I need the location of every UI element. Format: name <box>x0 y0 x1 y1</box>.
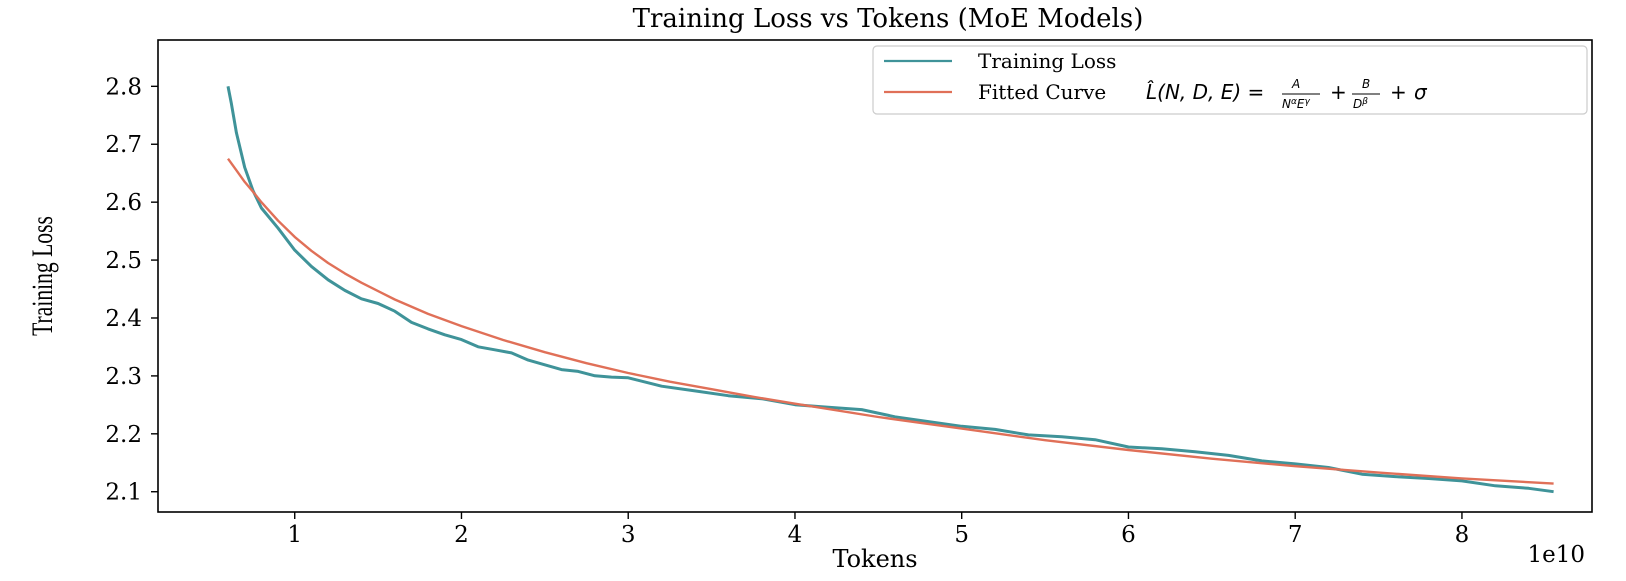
x-axis-scale-label: 1e10 <box>1527 542 1585 568</box>
y-tick-label: 2.3 <box>105 364 142 390</box>
series-line-fitted-curve <box>227 157 1554 485</box>
x-tick-label: 2 <box>454 522 469 548</box>
legend-label-fitted-curve-name: Fitted Curve <box>978 80 1106 104</box>
svg-text:+: + <box>1390 80 1407 104</box>
y-axis-ticks: 2.1 2.2 2.3 2.4 2.5 2.6 2.7 2.8 <box>105 74 158 506</box>
series-line-training-loss <box>226 86 1554 494</box>
legend-label-training-loss: Training Loss <box>978 49 1116 73</box>
x-tick-label: 5 <box>954 522 969 548</box>
x-axis-ticks: 1 2 3 4 5 6 7 8 <box>287 512 1469 548</box>
x-tick-label: 8 <box>1455 522 1470 548</box>
x-tick-label: 3 <box>621 522 636 548</box>
series-layer <box>226 86 1554 494</box>
x-tick-label: 1 <box>287 522 302 548</box>
fitted-curve-formula: L̂(N, D, E) = A NαEγ + B Dβ + σ <box>1146 77 1428 111</box>
y-tick-label: 2.8 <box>105 74 142 100</box>
y-tick-label: 2.6 <box>105 190 142 216</box>
legend-box <box>872 45 1588 115</box>
svg-text:+: + <box>1330 80 1347 104</box>
svg-text:σ: σ <box>1414 80 1428 104</box>
y-tick-label: 2.2 <box>105 422 142 448</box>
x-tick-label: 4 <box>788 522 803 548</box>
legend: Training Loss Fitted Curve L̂(N, D, E) =… <box>872 45 1588 115</box>
svg-text:L̂(N, D, E) =: L̂(N, D, E) = <box>1146 80 1264 104</box>
x-axis-label: Tokens <box>832 545 917 573</box>
y-axis-label: Training Loss <box>26 216 59 336</box>
legend-label-fitted-curve: Fitted Curve <box>978 80 1106 104</box>
svg-text:NαEγ: NαEγ <box>1282 97 1311 111</box>
y-tick-label: 2.7 <box>105 132 142 158</box>
chart-title: Training Loss vs Tokens (MoE Models) <box>633 4 1144 34</box>
y-tick-label: 2.5 <box>105 248 142 274</box>
x-tick-label: 7 <box>1288 522 1303 548</box>
x-tick-label: 6 <box>1121 522 1136 548</box>
svg-text:B: B <box>1362 77 1370 91</box>
y-tick-label: 2.4 <box>105 306 142 332</box>
plot-frame <box>157 39 1593 513</box>
y-tick-label: 2.1 <box>105 480 142 506</box>
svg-text:A: A <box>1291 77 1300 91</box>
